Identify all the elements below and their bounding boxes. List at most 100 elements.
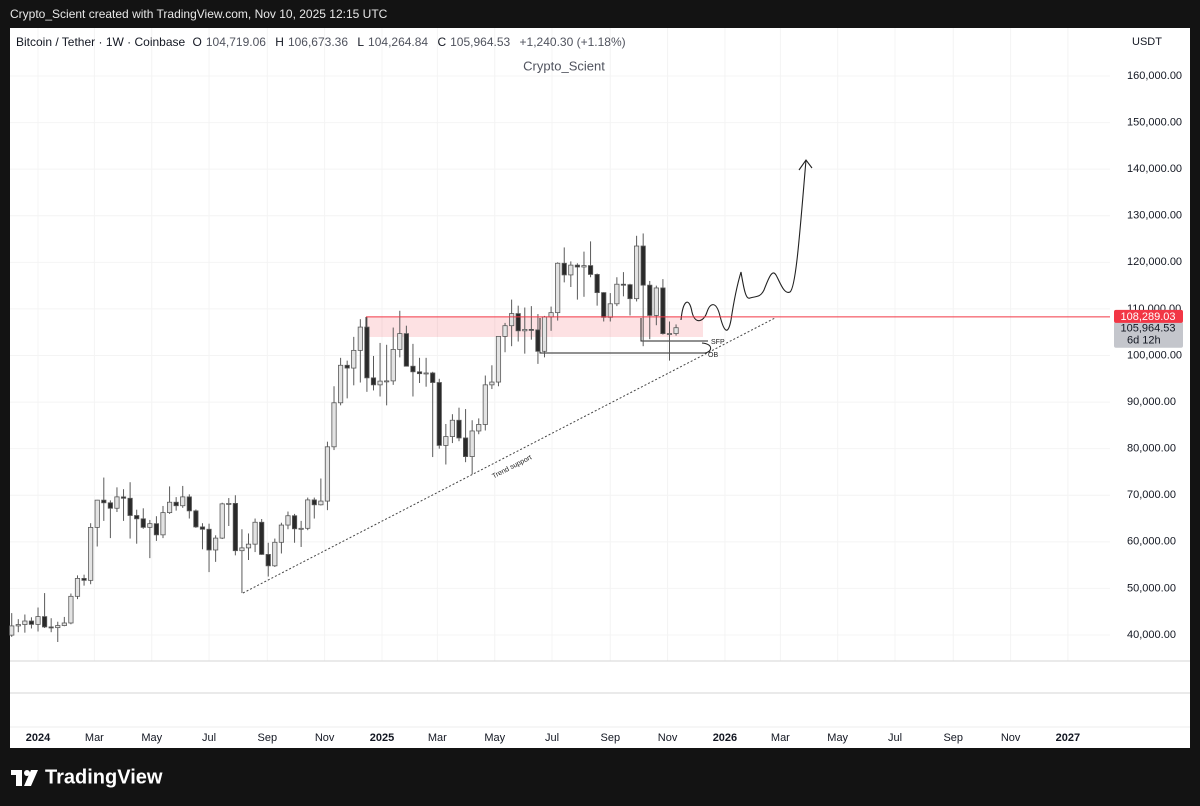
x-tick-label: Jul [888,732,902,744]
x-tick-label: Sep [600,732,620,744]
ohlc-key: O [192,35,202,49]
candle-body [410,365,416,373]
candle-body [463,437,469,457]
candle-body [416,371,423,375]
x-tick-label: 2024 [26,732,51,744]
y-tick-label: 160,000.00 [1127,70,1182,82]
y-tick-label: 120,000.00 [1127,256,1182,268]
x-tick-label: 2026 [713,732,737,744]
candle-body [61,622,67,626]
candle-body [213,537,219,551]
candle-body [127,497,133,516]
sfp-label: SFP [711,339,725,346]
candle-body [167,501,173,514]
y-tick-label: 40,000.00 [1127,629,1176,641]
candle-body [601,292,607,318]
x-tick-label: 2025 [370,732,394,744]
logo-part [24,770,30,776]
candle-body [666,333,673,335]
candle-body [640,245,646,286]
candle-body [456,419,462,439]
candle-body [120,496,127,499]
candle-body [226,503,232,505]
candle-body [443,436,449,446]
logo-part [16,770,22,786]
candle-body [594,274,600,294]
sfp-box [640,318,708,342]
projection-arrow [798,159,813,171]
price-tag [1114,309,1183,323]
candle-body [331,402,337,448]
currency-label: USDT [1132,36,1162,48]
candle-body [620,283,627,286]
candle-body [449,419,455,437]
candle-body [107,502,113,509]
price-tag-label: 105,964.53 [1120,323,1175,335]
candle-body [305,499,311,529]
price-tag [1114,321,1183,348]
candle-body [180,496,186,507]
ob-label: OB [708,352,718,359]
candle-body [101,499,107,504]
candle-body [147,523,153,528]
candle-body [186,496,192,512]
candle-body [28,620,35,625]
candle-body [298,527,304,530]
candle-body [423,372,429,375]
axis-layer: 40,000.00 50,000.00 60,000.00 70,000.00 80,0… [26,70,1183,744]
page-header: Crypto_Scient created with TradingView.c… [10,7,388,21]
candle-body [219,503,225,539]
symbol-legend: Bitcoin / Tether · 1W · Coinbase O 104,71… [16,35,630,49]
candle-body [377,380,383,386]
candle-body [252,521,258,545]
candle-body [403,333,409,367]
candle-body [173,501,179,507]
candle-body [627,284,633,300]
candle-body [673,327,679,334]
candle-body [232,503,238,552]
change: +1,240.30 (+1.18%) [519,35,626,49]
candle-body [384,380,390,383]
candle-body [140,518,146,528]
candle-body [206,528,212,551]
candle-body [502,325,508,337]
candle-body [35,616,41,625]
candle-body [522,329,528,332]
brand-name: TradingView [45,766,163,788]
x-tick-label: Sep [258,732,278,744]
x-tick-label: Nov [658,732,678,744]
brand-logo [11,770,38,786]
y-tick-label: 80,000.00 [1127,443,1176,455]
candle-body [114,496,120,509]
supply-zone [366,317,703,337]
x-tick-label: Nov [1001,732,1021,744]
candle-body [351,349,357,369]
watermark: Crypto_Scient [523,58,605,73]
ohlc-key: C [437,35,447,49]
candle-body [291,515,298,530]
x-tick-label: Jul [545,732,559,744]
y-tick-label: 100,000.00 [1127,349,1182,361]
y-tick-label: 60,000.00 [1127,536,1176,548]
candle-layer [9,233,679,642]
candle-body [541,316,548,352]
hook-mark [701,342,712,354]
candle-body [509,313,515,327]
candle-body [614,283,620,305]
ohlc-value: 104,264.84 [368,35,429,49]
candle-body [647,284,653,316]
candle-body [259,521,265,555]
candle-body [436,382,442,446]
candle-body [581,265,587,268]
candle-body [390,349,396,382]
candle-body [74,578,81,597]
candle-body [311,499,317,506]
candle-body [88,526,94,581]
candle-body [324,446,331,502]
candle-body [555,262,561,314]
ohlc-key: H [275,35,284,49]
grid-layer [10,28,1110,661]
y-tick-label: 50,000.00 [1127,582,1176,594]
